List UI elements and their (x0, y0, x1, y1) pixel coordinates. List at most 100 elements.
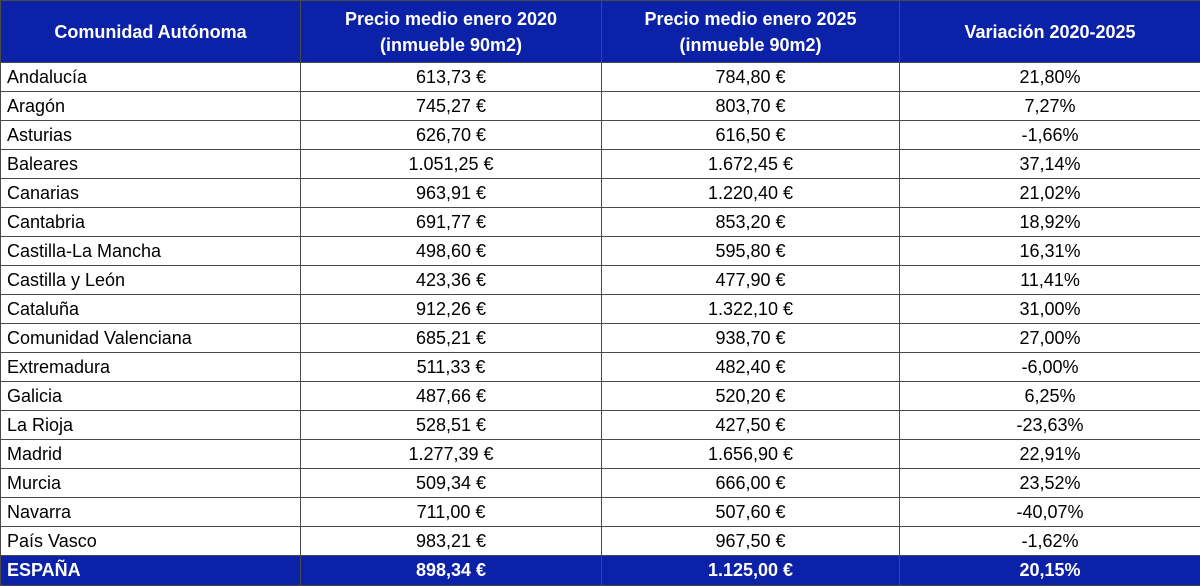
price-2025-cell: 1.672,45 € (601, 149, 900, 179)
table-row: Madrid 1.277,39 €1.656,90 €22,91% (0, 439, 1200, 469)
table-row: Cantabria 691,77 €853,20 €18,92% (0, 207, 1200, 237)
header-row: Comunidad Autónoma Precio medio enero 20… (0, 0, 1200, 63)
region-cell: Andalucía (0, 62, 301, 92)
price-2020-cell: 745,27 € (300, 91, 602, 121)
table-row: Cataluña 912,26 €1.322,10 €31,00% (0, 294, 1200, 324)
header-region: Comunidad Autónoma (0, 0, 301, 63)
variation-cell: -1,62% (899, 526, 1200, 556)
price-2020-cell: 498,60 € (300, 236, 602, 266)
variation-cell: -23,63% (899, 410, 1200, 440)
variation-cell: -6,00% (899, 352, 1200, 382)
header-region-label: Comunidad Autónoma (54, 21, 247, 42)
header-price-2025-line1: Precio medio enero 2025 (644, 8, 857, 29)
price-2025-cell: 853,20 € (601, 207, 900, 237)
region-cell: Extremadura (0, 352, 301, 382)
header-variation-label: Variación 2020-2025 (964, 21, 1136, 42)
table-row: La Rioja 528,51 €427,50 € -23,63% (0, 410, 1200, 440)
price-2025-cell: 967,50 € (601, 526, 900, 556)
table-row: Baleares 1.051,25 €1.672,45 €37,14% (0, 149, 1200, 179)
variation-cell: -1,66% (899, 120, 1200, 150)
price-2025-cell: 938,70 € (601, 323, 900, 353)
price-2020-cell: 983,21 € (300, 526, 602, 556)
region-cell: Navarra (0, 497, 301, 527)
table-footer: ESPAÑA 898,34 € 1.125,00 € 20,15% (0, 555, 1200, 586)
table-row: País Vasco 983,21 €967,50 € -1,62% (0, 526, 1200, 556)
price-2020-cell: 912,26 € (300, 294, 602, 324)
total-region: ESPAÑA (0, 555, 301, 586)
variation-cell: 16,31% (899, 236, 1200, 266)
variation-cell: 31,00% (899, 294, 1200, 324)
price-2020-cell: 487,66 € (300, 381, 602, 411)
price-2020-cell: 691,77 € (300, 207, 602, 237)
region-cell: Canarias (0, 178, 301, 208)
total-price-2025: 1.125,00 € (601, 555, 900, 586)
price-2020-cell: 613,73 € (300, 62, 602, 92)
total-price-2020: 898,34 € (300, 555, 602, 586)
table-row: Murcia 509,34 €666,00 €23,52% (0, 468, 1200, 498)
region-cell: Madrid (0, 439, 301, 469)
table-row: Asturias 626,70 €616,50 € -1,66% (0, 120, 1200, 150)
variation-cell: 18,92% (899, 207, 1200, 237)
header-price-2020-line1: Precio medio enero 2020 (344, 8, 558, 29)
region-cell: Aragón (0, 91, 301, 121)
price-2020-cell: 963,91 € (300, 178, 602, 208)
region-cell: País Vasco (0, 526, 301, 556)
header-price-2020: Precio medio enero 2020 (inmueble 90m2) (300, 0, 602, 63)
table-row: Aragón 745,27 €803,70 €7,27% (0, 91, 1200, 121)
header-price-2020-line2: (inmueble 90m2) (379, 34, 523, 55)
variation-cell: 6,25% (899, 381, 1200, 411)
variation-cell: 23,52% (899, 468, 1200, 498)
region-cell: Castilla y León (0, 265, 301, 295)
table-row: Canarias 963,91 €1.220,40 €21,02% (0, 178, 1200, 208)
variation-cell: 27,00% (899, 323, 1200, 353)
table-row: Castilla y León 423,36 €477,90 €11,41% (0, 265, 1200, 295)
variation-cell: 37,14% (899, 149, 1200, 179)
price-2020-cell: 711,00 € (300, 497, 602, 527)
total-row: ESPAÑA 898,34 € 1.125,00 € 20,15% (0, 555, 1200, 586)
price-2025-cell: 482,40 € (601, 352, 900, 382)
region-cell: Baleares (0, 149, 301, 179)
region-cell: Cataluña (0, 294, 301, 324)
price-2020-cell: 626,70 € (300, 120, 602, 150)
price-2020-cell: 511,33 € (300, 352, 602, 382)
price-2020-cell: 528,51 € (300, 410, 602, 440)
price-2025-cell: 427,50 € (601, 410, 900, 440)
price-2025-cell: 520,20 € (601, 381, 900, 411)
header-price-2025-line2: (inmueble 90m2) (679, 34, 822, 55)
price-2025-cell: 1.322,10 € (601, 294, 900, 324)
price-2020-cell: 1.051,25 € (300, 149, 602, 179)
price-2020-cell: 685,21 € (300, 323, 602, 353)
region-cell: Asturias (0, 120, 301, 150)
table-header: Comunidad Autónoma Precio medio enero 20… (0, 0, 1200, 63)
region-cell: Galicia (0, 381, 301, 411)
header-price-2025: Precio medio enero 2025 (inmueble 90m2) (601, 0, 900, 63)
price-2025-cell: 507,60 € (601, 497, 900, 527)
table-row: Navarra 711,00 €507,60 € -40,07% (0, 497, 1200, 527)
price-2025-cell: 666,00 € (601, 468, 900, 498)
variation-cell: 22,91% (899, 439, 1200, 469)
price-2020-cell: 423,36 € (300, 265, 602, 295)
price-2025-cell: 784,80 € (601, 62, 900, 92)
region-cell: Cantabria (0, 207, 301, 237)
price-2025-cell: 1.220,40 € (601, 178, 900, 208)
variation-cell: -40,07% (899, 497, 1200, 527)
price-2025-cell: 595,80 € (601, 236, 900, 266)
price-2020-cell: 1.277,39 € (300, 439, 602, 469)
table-body: Andalucía 613,73 €784,80 €21,80% Aragón 745… (0, 62, 1200, 556)
table-row: Andalucía 613,73 €784,80 €21,80% (0, 62, 1200, 92)
region-cell: Murcia (0, 468, 301, 498)
table-row: Extremadura 511,33 €482,40 € -6,00% (0, 352, 1200, 382)
price-2025-cell: 803,70 € (601, 91, 900, 121)
table-row: Castilla-La Mancha 498,60 €595,80 €16,31% (0, 236, 1200, 266)
total-variation: 20,15% (899, 555, 1200, 586)
header-variation: Variación 2020-2025 (899, 0, 1200, 63)
region-cell: La Rioja (0, 410, 301, 440)
region-cell: Castilla-La Mancha (0, 236, 301, 266)
table-row: Comunidad Valenciana 685,21 €938,70 €27,0… (0, 323, 1200, 353)
variation-cell: 21,80% (899, 62, 1200, 92)
price-2025-cell: 1.656,90 € (601, 439, 900, 469)
variation-cell: 21,02% (899, 178, 1200, 208)
table-row: Galicia 487,66 €520,20 €6,25% (0, 381, 1200, 411)
price-2020-cell: 509,34 € (300, 468, 602, 498)
